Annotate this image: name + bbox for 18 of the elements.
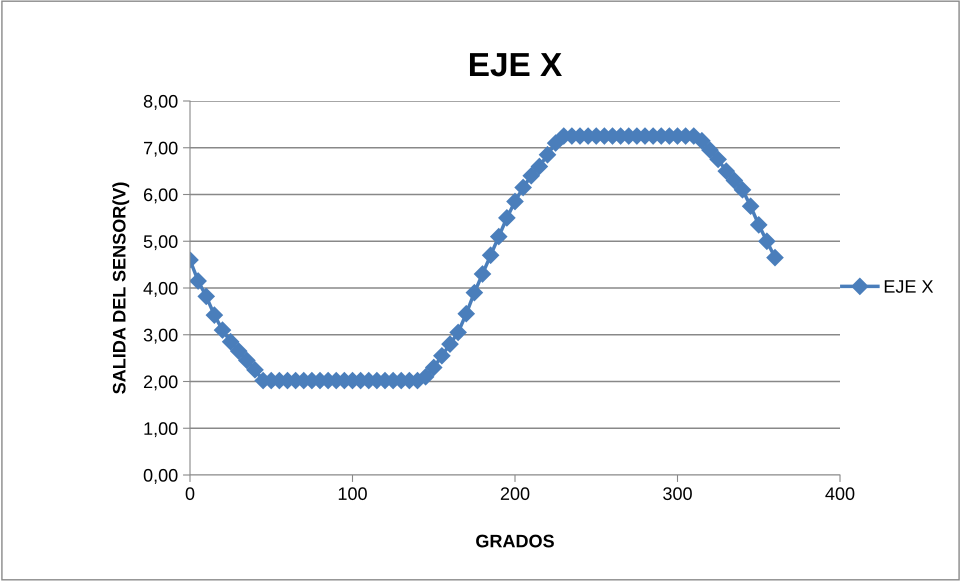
y-tick-label: 6,00 xyxy=(144,188,178,204)
y-tick-label: 7,00 xyxy=(144,142,178,157)
y-tick-label: 0,00 xyxy=(144,468,178,484)
y-tick-label: 1,00 xyxy=(144,422,178,438)
y-tick-label: 4,00 xyxy=(143,282,178,297)
x-tick-label: 200 xyxy=(500,487,530,500)
chart-title: EJE X xyxy=(470,53,562,76)
x-tick-label: 0 xyxy=(186,487,194,500)
y-tick-label: 3,00 xyxy=(144,328,178,344)
x-tick-label: 100 xyxy=(338,487,367,500)
y-tick-label: 2,00 xyxy=(144,375,178,390)
legend-label: EJE X xyxy=(884,280,934,293)
x-tick-label: 400 xyxy=(825,487,854,500)
y-tick-label: 8,00 xyxy=(144,94,178,110)
y-axis-title: SALIDA DEL SENSOR(V) xyxy=(112,182,130,394)
x-tick-label: 300 xyxy=(663,487,692,500)
y-tick-label: 5,00 xyxy=(144,235,178,250)
x-axis-title: GRADOS xyxy=(476,534,554,548)
